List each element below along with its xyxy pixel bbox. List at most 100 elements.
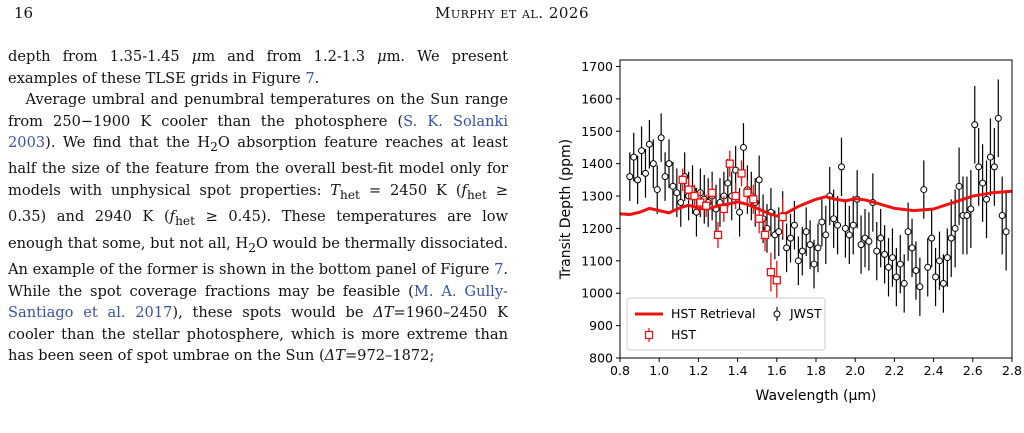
x-tick-label: 1.0	[649, 363, 669, 378]
jwst-point	[963, 211, 971, 219]
legend-swatch-hst	[644, 330, 654, 340]
jwst-point	[657, 134, 665, 142]
jwst-point	[955, 182, 963, 190]
text-run: 2	[210, 139, 218, 154]
page-fade	[0, 414, 520, 433]
x-tick-label: 2.4	[924, 363, 944, 378]
x-tick-label: 2.6	[963, 363, 983, 378]
jwst-point	[900, 280, 908, 287]
jwst-point	[849, 221, 857, 229]
jwst-point	[998, 211, 1006, 219]
jwst-point	[673, 189, 681, 197]
jwst-point	[822, 231, 830, 239]
jwst-point	[935, 257, 943, 265]
legend-label-jwst: JWST	[789, 306, 822, 321]
jwst-point	[951, 224, 959, 232]
jwst-point	[924, 263, 932, 271]
body-text: depth from 1.35-1.45 μm and from 1.2-1.3…	[8, 46, 508, 367]
running-head: Murphy et al. 2026	[434, 4, 590, 22]
jwst-point	[806, 241, 814, 249]
x-tick-label: 1.8	[806, 363, 826, 378]
x-tick-label: 1.2	[688, 363, 708, 378]
text-run: Average umbral and penumbral temperature…	[8, 91, 508, 130]
jwst-point	[877, 234, 885, 242]
x-tick-label: 2.0	[845, 363, 865, 378]
jwst-point	[837, 163, 845, 171]
hst-point	[737, 169, 746, 178]
text-run: ). We find that the H	[45, 134, 211, 151]
jwst-point	[888, 254, 896, 262]
y-tick-label: 900	[589, 318, 613, 333]
y-axis-label: Transit Depth (ppm)	[558, 139, 574, 280]
jwst-point	[994, 114, 1002, 122]
paragraph-1: depth from 1.35-1.45 μm and from 1.2-1.3…	[8, 46, 508, 89]
hst-point	[690, 191, 699, 201]
hst-point	[778, 212, 787, 222]
text-run: = 2450 K (	[359, 181, 462, 199]
jwst-point	[904, 228, 912, 236]
text-run: ≥ 0.45). These temperatures are low enou…	[8, 208, 509, 252]
y-tick-label: 1500	[581, 124, 613, 139]
y-tick-label: 1000	[581, 286, 613, 301]
jwst-point	[947, 234, 955, 242]
paragraph-2: Average umbral and penumbral temperature…	[8, 89, 508, 367]
citation-link[interactable]: 7	[494, 261, 504, 279]
jwst-point	[990, 163, 998, 171]
jwst-point	[661, 173, 669, 181]
hst-point	[678, 175, 687, 184]
hst-point	[749, 195, 758, 204]
y-tick-label: 800	[589, 351, 613, 366]
jwst-point	[865, 237, 873, 245]
jwst-point	[665, 160, 673, 168]
jwst-point	[810, 260, 818, 268]
jwst-point	[626, 173, 634, 181]
text-run: μ	[377, 48, 387, 65]
citation-link[interactable]: M. A. Gully-Santiago et al. 2017	[8, 282, 508, 322]
jwst-point	[814, 244, 822, 252]
hst-point	[707, 188, 717, 197]
jwst-point	[677, 199, 685, 207]
text-run: 2	[248, 240, 256, 255]
jwst-point	[885, 263, 893, 271]
jwst-point	[638, 147, 646, 155]
text-run: ΔT	[324, 347, 345, 365]
citation-link[interactable]: 7	[305, 69, 315, 87]
hst-point	[719, 204, 729, 214]
hst-point	[684, 185, 693, 194]
text-run: ≥ 0.35) and 2940 K (	[8, 181, 508, 226]
jwst-point	[892, 273, 900, 281]
jwst-point	[881, 250, 889, 258]
jwst-point	[932, 273, 940, 281]
jwst-point	[794, 257, 802, 265]
citation-link[interactable]: S. K. Solanki 2003	[8, 112, 509, 152]
jwst-point	[783, 244, 791, 252]
x-axis-label: Wavelength (μm)	[756, 388, 877, 404]
jwst-point	[857, 241, 865, 249]
x-tick-label: 2.8	[1002, 363, 1022, 378]
jwst-point	[873, 247, 881, 255]
jwst-point	[971, 121, 979, 129]
jwst-point	[1002, 228, 1010, 236]
jwst-point	[830, 215, 838, 223]
jwst-point	[798, 247, 806, 255]
jwst-point	[641, 169, 649, 177]
jwst-point	[634, 176, 642, 184]
jwst-point	[841, 224, 849, 232]
x-tick-label: 1.6	[767, 363, 787, 378]
jwst-point	[802, 228, 810, 236]
y-tick-label: 1100	[581, 253, 613, 268]
hst-point	[760, 230, 770, 240]
y-tick-label: 1400	[581, 156, 613, 171]
jwst-point	[939, 280, 947, 287]
hst-point	[743, 188, 752, 197]
jwst-point	[755, 176, 763, 184]
text-run: O absorption feature reaches at least ha…	[8, 134, 508, 199]
y-tick-label: 1600	[581, 91, 613, 106]
jwst-point	[724, 179, 732, 187]
jwst-point	[845, 231, 853, 239]
jwst-point	[775, 228, 783, 236]
hst-point	[713, 230, 723, 240]
jwst-point	[967, 205, 975, 213]
jwst-point	[975, 163, 983, 171]
jwst-point	[645, 140, 653, 148]
